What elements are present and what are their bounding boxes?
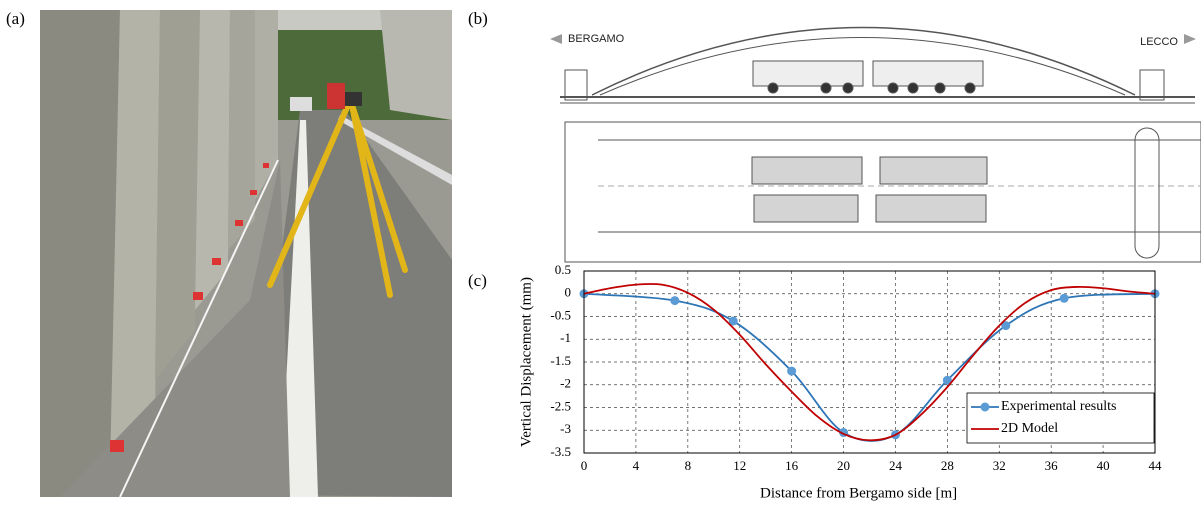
data-point — [787, 367, 796, 376]
x-tick-label: 0 — [581, 458, 588, 473]
panel-label: (c) — [468, 271, 487, 290]
legend-label: Experimental results — [1001, 399, 1116, 414]
y-tick-label: 0.5 — [555, 262, 571, 277]
chart: 0.5 0 -0.5 -1 -1.5 -2 -2.5 -3 -3.5 0 4 8 12 16 20 24 28 3… — [550, 262, 1162, 473]
x-tick-label: 36 — [1045, 458, 1059, 473]
photo — [40, 10, 452, 497]
x-tick-label: 28 — [941, 458, 954, 473]
x-tick-label: 24 — [889, 458, 903, 473]
x-tick-label: 12 — [733, 458, 746, 473]
y-tick-label: -2.5 — [550, 398, 571, 413]
legend-label: 2D Model — [1001, 421, 1058, 436]
figure: (a) (b) (c) — [0, 0, 1201, 505]
x-tick-label: 40 — [1097, 458, 1110, 473]
x-axis-label: Distance from Bergamo side [m] — [760, 485, 957, 501]
panel-label: (a) — [6, 9, 25, 28]
legend-marker — [981, 403, 990, 412]
y-tick-label: -2 — [560, 376, 571, 391]
y-tick-label: 0 — [565, 285, 572, 300]
panel-label: (b) — [468, 9, 488, 28]
x-tick-label: 4 — [633, 458, 640, 473]
y-tick-label: -3.5 — [550, 444, 571, 459]
direction-label: BERGAMO — [568, 33, 625, 45]
y-tick-label: -1.5 — [550, 353, 571, 368]
x-tick-label: 20 — [837, 458, 850, 473]
data-point — [1060, 294, 1069, 303]
x-tick-label: 44 — [1149, 458, 1163, 473]
y-axis-label: Vertical Displacement (mm) — [518, 277, 534, 447]
x-tick-label: 32 — [993, 458, 1006, 473]
direction-label: LECCO — [1140, 36, 1178, 48]
y-tick-label: -1 — [560, 330, 571, 345]
x-tick-label: 16 — [785, 458, 799, 473]
y-tick-label: -3 — [560, 421, 571, 436]
y-tick-label: -0.5 — [550, 307, 571, 322]
data-point — [670, 296, 679, 305]
x-tick-label: 8 — [685, 458, 692, 473]
bridge-drawing — [550, 28, 1201, 263]
